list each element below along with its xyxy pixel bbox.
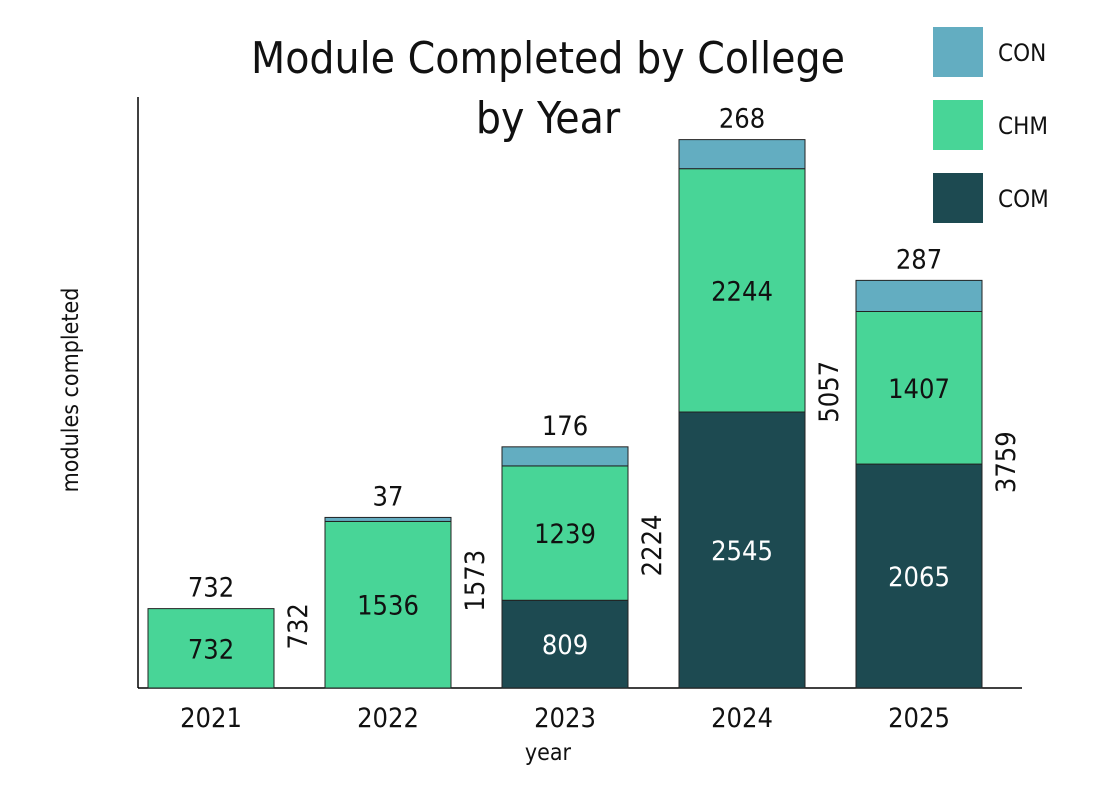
segment-label-com-2024: 2545 [711,536,773,567]
x-ticks-group: 2021 2022 2023 2024 2025 [180,703,950,734]
top-label-2021: 732 [188,573,234,604]
chart-title: Module Completed by College by Year [251,33,845,144]
top-label-2022: 37 [373,481,404,512]
x-tick-2023: 2023 [534,703,596,734]
segment-label-chm-2024: 2244 [711,276,773,307]
segment-label-com-2025: 2065 [888,562,950,593]
y-axis-label: modules completed [58,288,84,493]
x-tick-2024: 2024 [711,703,773,734]
total-label-2023: 2224 [637,515,668,577]
segment-label-com-2023: 809 [542,630,588,661]
legend-swatch-chm [933,100,983,150]
x-axis-label: year [525,740,572,766]
legend-label-com: COM [998,185,1049,213]
chart-title-line: by Year [476,93,621,144]
top-label-2023: 176 [542,411,588,442]
bar-segment-chm-2024 [678,168,806,413]
x-tick-2021: 2021 [180,703,242,734]
legend-swatch-com [933,173,983,223]
legend-label-con: CON [998,39,1046,67]
bar-segment-con-2024 [678,139,806,170]
total-label-2021: 732 [283,603,314,649]
bar-segment-chm-2025 [855,310,983,465]
bars-group [147,139,983,689]
legend-label-chm: CHM [998,112,1048,140]
bar-segment-com-2023 [501,599,629,689]
x-tick-2022: 2022 [357,703,419,734]
bar-segment-chm-2023 [501,465,629,601]
legend: CON CHM COM [933,27,1049,223]
bar-segment-con-2023 [501,446,629,467]
total-label-2024: 5057 [814,361,845,423]
bar-segment-chm-2021 [147,608,275,689]
bar-segment-com-2024 [678,411,806,689]
top-label-2024: 268 [719,104,765,135]
total-label-2025: 3759 [991,431,1022,493]
segment-label-chm-2022: 1536 [357,591,419,622]
chart-title-line: Module Completed by College [251,33,845,84]
segment-label-chm-2021: 732 [188,634,234,665]
total-label-2022: 1573 [460,550,491,612]
bar-segment-chm-2022 [324,520,452,689]
x-tick-2025: 2025 [888,703,950,734]
top-label-2025: 287 [896,244,942,275]
bar-segment-con-2025 [855,279,983,312]
bar-segment-con-2022 [324,516,452,522]
segment-label-chm-2023: 1239 [534,519,596,550]
labels-group: 732 732 732 1536 37 1573 809 1239 176 2224 2545 224… [188,104,1022,666]
legend-swatch-con [933,27,983,77]
segment-label-chm-2025: 1407 [888,374,950,405]
